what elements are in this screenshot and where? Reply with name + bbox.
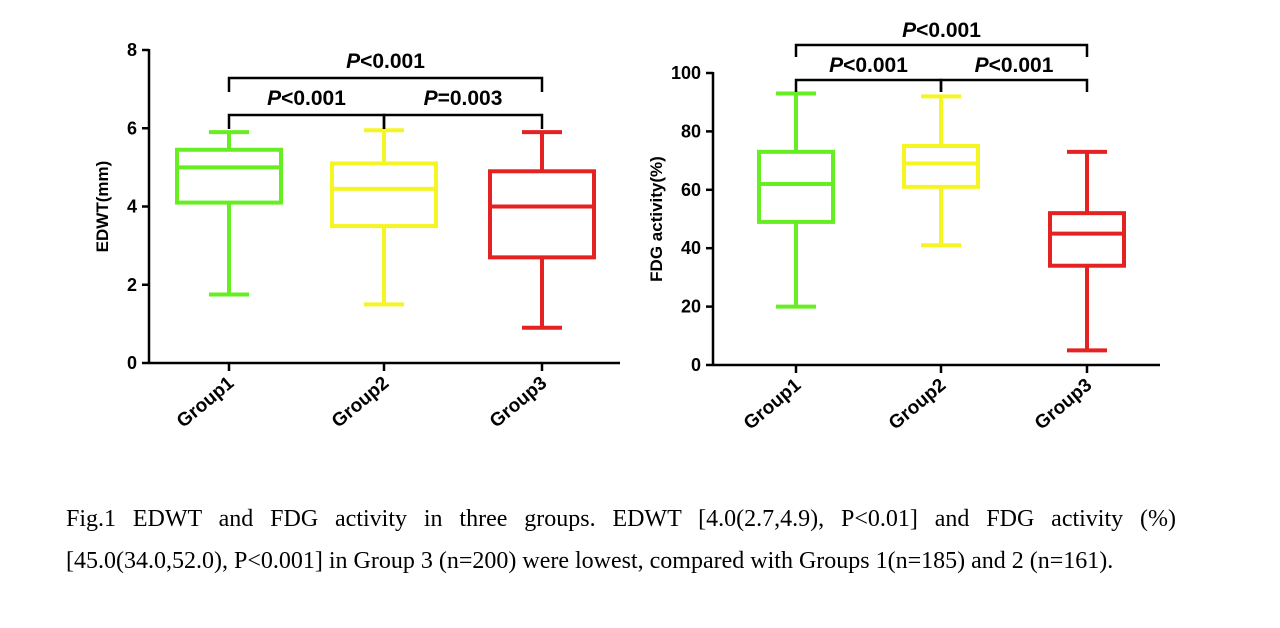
x-tick-label: Group3	[486, 373, 551, 433]
y-tick-label: 4	[127, 197, 137, 217]
significance-label: P<0.001	[267, 87, 346, 110]
significance-bracket	[227, 113, 386, 129]
p-symbol: P	[267, 87, 282, 110]
p-value: <0.001	[916, 19, 981, 42]
significance-bracket	[794, 78, 943, 92]
box-iqr	[902, 144, 980, 189]
y-tick-label: 0	[691, 355, 701, 375]
box-iqr	[488, 169, 596, 260]
y-tick-label: 2	[127, 275, 137, 295]
y-tick-label: 40	[681, 238, 701, 258]
x-tick-label: Group2	[885, 375, 950, 435]
p-value: <0.001	[281, 87, 346, 110]
y-tick-label: 80	[681, 121, 701, 141]
x-tick-label: Group1	[173, 372, 239, 432]
y-tick-label: 60	[681, 180, 701, 200]
figure-caption: Fig.1 EDWT and FDG activity in three gro…	[66, 506, 1176, 574]
y-axis-label: FDG activity(%)	[647, 156, 666, 282]
significance-label: P<0.001	[902, 19, 981, 42]
significance-label: P<0.001	[975, 54, 1054, 77]
box-group2	[330, 128, 438, 307]
y-tick-label: 8	[127, 40, 137, 60]
p-symbol: P	[975, 54, 990, 77]
box-iqr	[330, 161, 438, 229]
y-tick-label: 100	[671, 63, 701, 83]
y-tick-label: 0	[127, 353, 137, 373]
significance-label: P<0.001	[346, 50, 425, 73]
significance-label: P<0.001	[829, 54, 908, 77]
box-iqr	[175, 147, 283, 205]
box-group1	[757, 91, 835, 309]
significance-bracket	[794, 43, 1089, 57]
significance-bracket	[939, 78, 1089, 92]
significance-label: P=0.003	[424, 87, 503, 110]
p-symbol: P	[829, 54, 844, 77]
p-symbol: P	[424, 87, 439, 110]
p-symbol: P	[902, 19, 917, 42]
significance-bracket	[227, 76, 544, 92]
box-group2	[902, 94, 980, 248]
significance-bracket	[382, 113, 544, 129]
y-tick-label: 20	[681, 297, 701, 317]
x-tick-label: Group3	[1031, 375, 1096, 435]
p-value: <0.001	[989, 54, 1054, 77]
box-iqr	[1048, 211, 1126, 268]
y-tick-label: 6	[127, 118, 137, 138]
x-tick-label: Group2	[328, 373, 393, 433]
box-group3	[488, 130, 596, 330]
x-tick-label: Group1	[740, 374, 806, 434]
box-group1	[175, 130, 283, 297]
p-value: <0.001	[843, 54, 908, 77]
p-symbol: P	[346, 50, 361, 73]
box-group3	[1048, 149, 1126, 353]
p-value: =0.003	[438, 87, 503, 110]
box-iqr	[757, 149, 835, 224]
chart-panel-2: 0 20 40 60 80 100 FDG activity(%) Group1 Group2 G…	[647, 19, 1160, 434]
y-axis-label: EDWT(mm)	[93, 161, 112, 253]
p-value: <0.001	[360, 50, 425, 73]
